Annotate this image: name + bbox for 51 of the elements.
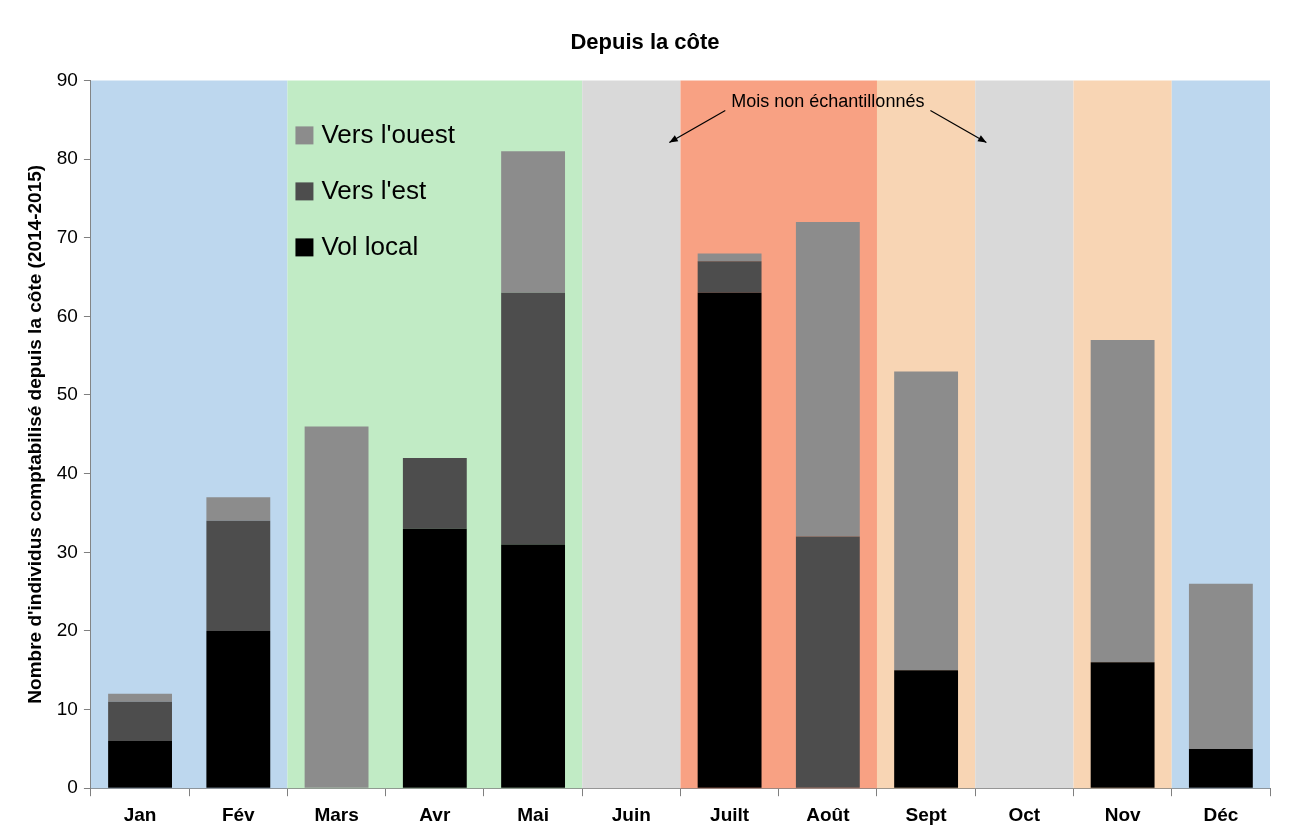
bar [108,693,172,702]
bar [108,701,172,742]
bar [501,292,566,545]
x-tick-label: Mars [314,803,359,825]
bar [1188,583,1253,749]
legend-label: Vol local [321,230,419,261]
x-tick-label: Déc [1203,803,1239,825]
bar [697,253,762,262]
bar [402,457,467,529]
legend-label: Vers l'est [321,174,427,205]
x-tick-label: Juin [611,803,651,825]
x-tick-label: Jan [123,803,157,825]
x-tick-label: Juilt [710,803,750,825]
bar [304,426,369,788]
x-tick-label: Oct [1008,803,1041,825]
bar [206,630,271,788]
bar [795,221,860,537]
y-tick-label: 50 [56,383,78,405]
bar [1090,339,1155,663]
x-tick-label: Avr [419,803,451,825]
annotation: Mois non échantillonnés [731,91,925,112]
bar [501,151,566,293]
x-tick-label: Fév [221,803,256,825]
bar [894,670,959,788]
y-tick-label: 60 [56,304,78,326]
legend-label: Vers l'ouest [321,118,456,149]
y-tick-label: 40 [56,461,78,483]
y-tick-label: 90 [56,68,78,90]
bar [1090,662,1155,788]
x-tick-label: Sept [905,803,948,825]
y-axis-title: Nombre d'individus comptabilisé depuis la côte (2014-2015) [23,164,45,704]
x-tick-label: Nov [1104,803,1141,825]
y-tick-label: 30 [56,540,78,562]
bar [697,261,762,293]
bar [697,292,762,788]
y-tick-label: 70 [56,225,78,247]
y-tick-label: 80 [56,147,78,169]
y-tick-label: 10 [56,697,78,719]
bar [206,520,271,631]
y-tick-label: 0 [67,776,78,798]
x-tick-label: Mai [517,803,549,825]
y-tick-label: 20 [56,619,78,641]
bar [108,741,172,788]
bar [402,528,467,788]
x-tick-label: Août [806,803,851,825]
bar [206,497,271,521]
bar [894,371,959,671]
bar [795,536,860,788]
bar [1188,748,1253,788]
chart-title: Depuis la côte [570,29,720,55]
bar [501,544,566,788]
